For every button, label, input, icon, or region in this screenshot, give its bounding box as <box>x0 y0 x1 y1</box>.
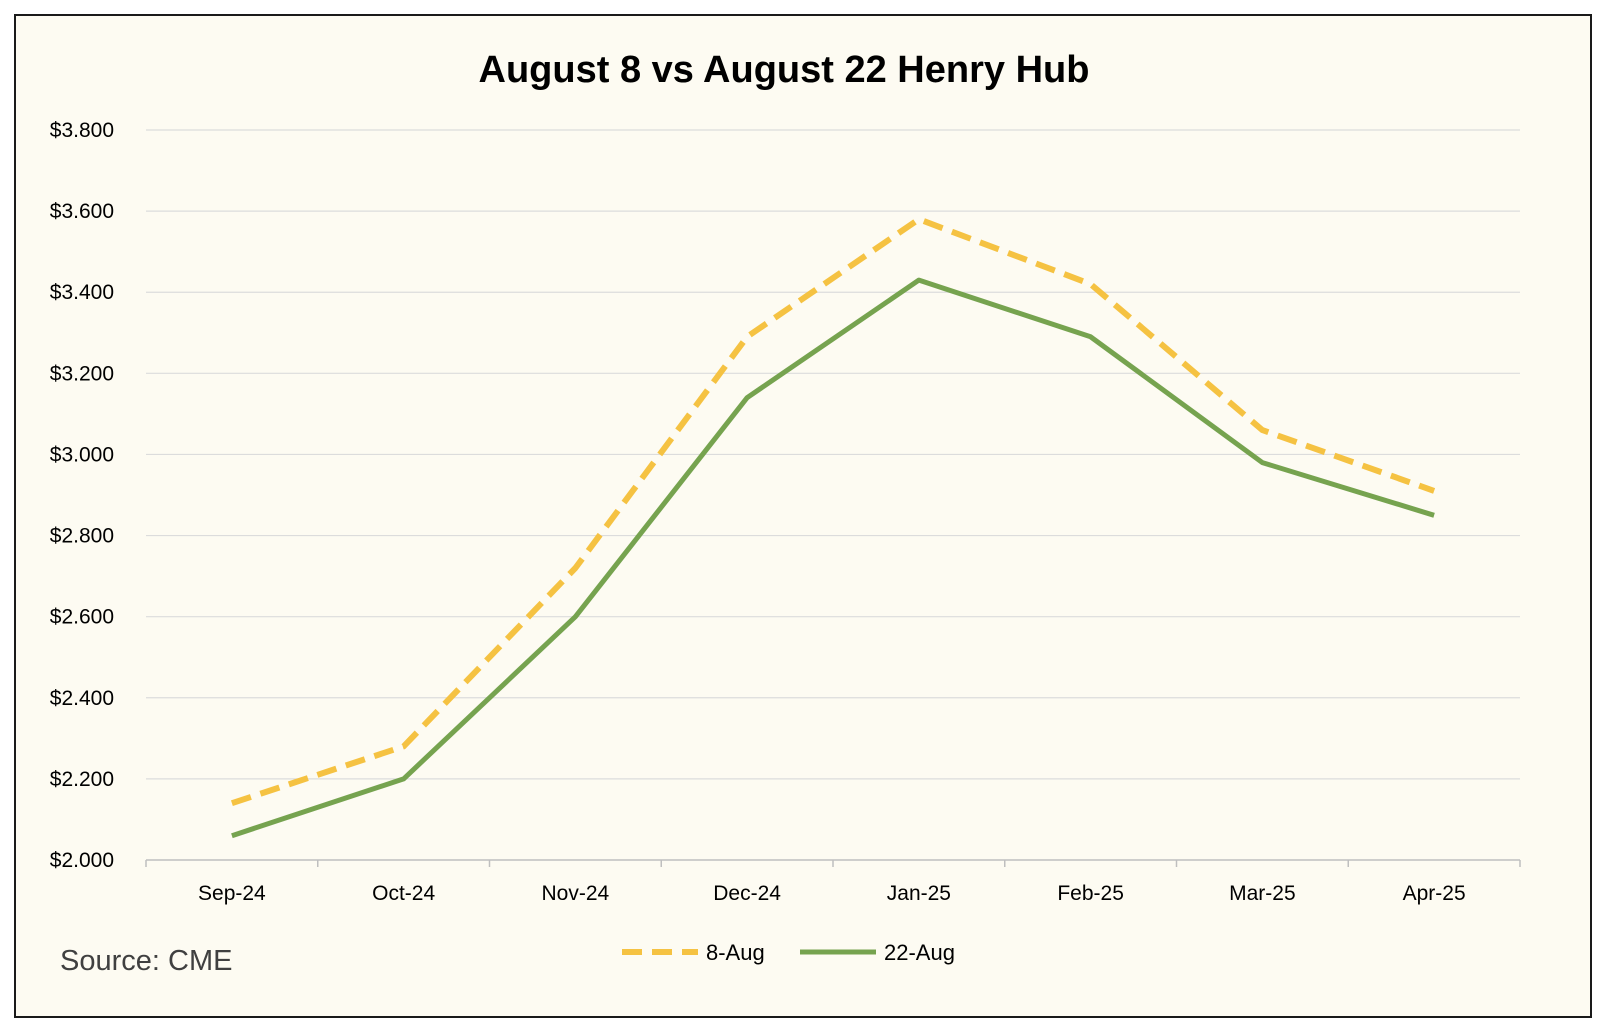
source-annotation: Source: CME <box>60 945 232 977</box>
series-lines <box>230 216 1436 839</box>
x-tick-label: Mar-25 <box>1229 882 1296 905</box>
line-chart: August 8 vs August 22 Henry Hub $2.000$2… <box>50 49 1521 977</box>
legend-label: 8-Aug <box>706 940 765 965</box>
x-tick-label: Feb-25 <box>1057 882 1124 905</box>
y-tick-label: $3.400 <box>50 281 114 304</box>
y-tick-label: $2.800 <box>50 525 114 548</box>
legend-label: 22-Aug <box>884 940 955 965</box>
x-tick-label: Sep-24 <box>198 882 266 905</box>
y-tick-label: $3.800 <box>50 119 114 142</box>
y-axis-tick-labels: $2.000 $2.200 $2.400 $2.600 $2.800 $3.000 $3.2… <box>50 119 114 872</box>
y-tick-label: $3.000 <box>50 443 114 466</box>
series-line-22-Aug <box>231 277 1435 839</box>
y-tick-label: $2.400 <box>50 687 114 710</box>
y-tick-label: $3.200 <box>50 362 114 385</box>
chart-frame: August 8 vs August 22 Henry Hub $2.000 $2… <box>14 14 1592 1018</box>
y-tick-label: $2.600 <box>50 606 114 629</box>
series-line-8-Aug <box>230 216 1436 807</box>
legend: 8-Aug 22-Aug <box>622 940 955 965</box>
x-tick-label: Apr-25 <box>1403 882 1466 905</box>
x-tick-label: Dec-24 <box>713 882 781 905</box>
x-tick-label: Jan-25 <box>887 882 951 905</box>
y-tick-label: $3.600 <box>50 200 114 223</box>
y-tick-label: $2.200 <box>50 768 114 791</box>
x-axis-tick-labels: Sep-24 Oct-24 Nov-24 Dec-24 Jan-25 Feb-25 Mar-… <box>198 882 1466 905</box>
gridlines <box>146 129 1520 780</box>
x-tick-label: Nov-24 <box>542 882 610 905</box>
x-tick-label: Oct-24 <box>372 882 435 905</box>
chart-title: August 8 vs August 22 Henry Hub <box>479 49 1090 91</box>
x-axis <box>145 859 1521 867</box>
y-tick-label: $2.000 <box>50 849 114 872</box>
